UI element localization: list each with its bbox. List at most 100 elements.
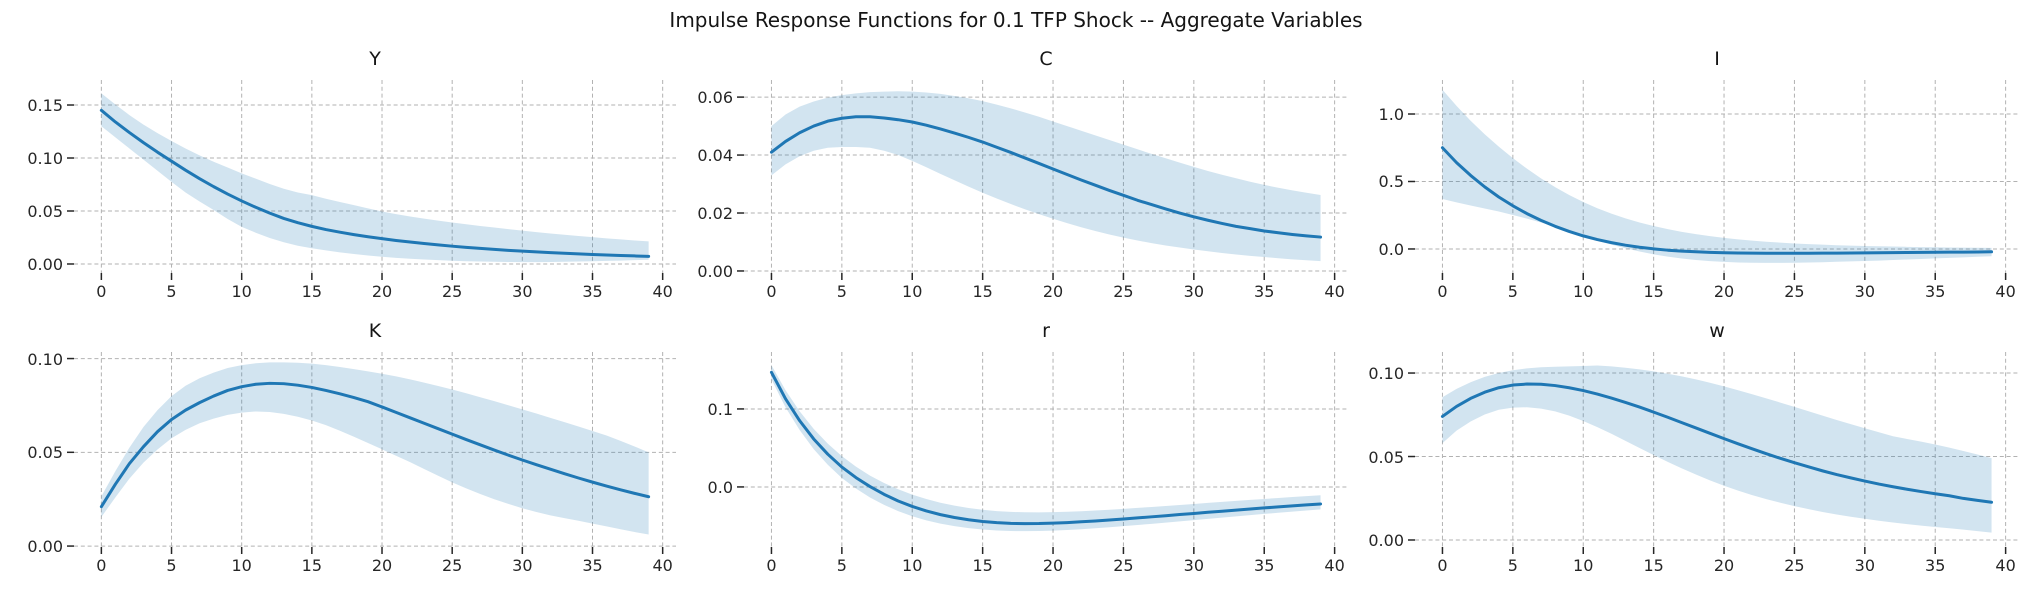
- x-tick-label: 0: [1437, 556, 1448, 575]
- x-tick-label: 20: [371, 556, 393, 575]
- irf-line: [99, 108, 651, 258]
- confidence-band: [1442, 89, 1992, 263]
- x-tick-label: 35: [582, 556, 603, 575]
- plot-area: [67, 352, 676, 554]
- subplot-title: C: [1039, 48, 1053, 70]
- x-tick-label: 30: [1183, 282, 1204, 301]
- x-tick-label: 0: [1437, 282, 1448, 301]
- y-tick-label: 0.0: [1378, 239, 1404, 259]
- x-tick-label: 15: [1643, 556, 1664, 575]
- y-tick-label: 0.05: [1368, 447, 1404, 467]
- x-tick-label: 0: [766, 556, 777, 575]
- confidence-band: [101, 93, 649, 263]
- x-tick-label: 25: [1784, 556, 1805, 575]
- grid: [744, 80, 1348, 273]
- grid: [74, 80, 676, 273]
- x-tick-label: 25: [1113, 556, 1134, 575]
- y-tick-label: 0.1: [707, 399, 733, 419]
- y-tick-label: 0.02: [697, 204, 733, 223]
- x-tick-label: 25: [1784, 282, 1805, 301]
- y-tick-label: 0.00: [697, 261, 733, 281]
- x-tick-label: 20: [1713, 282, 1735, 301]
- subplot-title: K: [368, 320, 382, 342]
- x-tick-label: 40: [652, 282, 673, 301]
- x-tick-label: 15: [1643, 282, 1664, 301]
- x-tick-label: 15: [301, 556, 323, 575]
- x-tick-label: 40: [1995, 282, 2016, 301]
- confidence-band: [101, 362, 649, 535]
- y-tick-label: 0.00: [27, 537, 63, 557]
- x-tick-label: 40: [1324, 282, 1345, 301]
- x-tick-label: 10: [231, 282, 252, 301]
- subplot-title: w: [1709, 320, 1725, 342]
- x-tick-label: 5: [166, 282, 177, 301]
- axis-ticks: [737, 96, 1336, 280]
- x-tick-label: 25: [1113, 282, 1134, 301]
- x-tick-label: 25: [441, 282, 463, 301]
- x-tick-label: 35: [1925, 556, 1946, 575]
- x-tick-label: 40: [1995, 556, 2016, 575]
- x-tick-label: 15: [972, 282, 993, 301]
- grid: [744, 352, 1348, 547]
- x-tick-label: 5: [166, 556, 177, 575]
- x-tick-label: 0: [96, 282, 107, 301]
- plot-area: [67, 80, 676, 280]
- y-tick-label: 0.05: [27, 443, 63, 463]
- y-tick-label: 0.06: [697, 88, 733, 108]
- x-tick-label: 35: [582, 282, 603, 301]
- y-tick-label: 0.05: [27, 201, 63, 221]
- x-tick-label: 5: [1507, 282, 1518, 301]
- x-tick-label: 30: [1854, 556, 1875, 575]
- x-tick-label: 25: [441, 556, 463, 575]
- y-tick-label: 0.00: [1368, 530, 1404, 550]
- y-tick-label: 1.0: [1378, 105, 1404, 124]
- plot-area: [1408, 80, 2019, 280]
- irf-line: [1440, 382, 1994, 504]
- y-tick-label: 0.04: [697, 146, 733, 166]
- subplot-title: Y: [369, 48, 381, 70]
- x-tick-label: 5: [1507, 556, 1518, 575]
- y-tick-label: 0.10: [27, 349, 63, 369]
- confidence-band: [771, 91, 1321, 262]
- x-tick-label: 5: [836, 282, 847, 301]
- plot-area: [1408, 352, 2019, 554]
- subplot-title: I: [1714, 48, 1720, 70]
- y-tick-label: 0.15: [27, 96, 63, 115]
- x-tick-label: 20: [1713, 556, 1735, 575]
- x-tick-label: 10: [902, 556, 923, 575]
- grid: [1415, 80, 2019, 273]
- plot-area: [737, 352, 1348, 554]
- confidence-band: [1442, 365, 1992, 533]
- x-tick-label: 40: [1324, 556, 1345, 575]
- irf-line: [99, 381, 651, 509]
- x-tick-label: 30: [1183, 556, 1204, 575]
- irf-line: [1440, 146, 1994, 255]
- axis-ticks: [737, 408, 1336, 554]
- x-tick-label: 35: [1925, 282, 1946, 301]
- x-tick-label: 35: [1254, 282, 1275, 301]
- y-tick-label: 0.10: [27, 149, 63, 168]
- x-tick-label: 10: [1573, 282, 1594, 301]
- axis-ticks: [1408, 113, 2007, 280]
- irf-line: [769, 115, 1323, 239]
- x-tick-label: 0: [766, 282, 777, 301]
- grid: [74, 352, 676, 547]
- x-tick-label: 10: [231, 556, 252, 575]
- irf-line: [769, 370, 1323, 526]
- x-tick-label: 15: [301, 282, 323, 301]
- x-tick-label: 30: [512, 556, 533, 575]
- figure-title: Impulse Response Functions for 0.1 TFP S…: [669, 8, 1363, 32]
- x-tick-label: 40: [652, 556, 673, 575]
- x-tick-label: 20: [1042, 282, 1064, 301]
- axis-ticks: [1408, 372, 2007, 554]
- x-tick-label: 20: [1042, 556, 1064, 575]
- x-tick-label: 5: [836, 556, 847, 575]
- confidence-band: [771, 365, 1321, 532]
- y-tick-label: 0.0: [707, 477, 733, 497]
- x-tick-label: 30: [512, 282, 533, 301]
- grid: [1415, 352, 2019, 547]
- y-tick-label: 0.10: [1368, 364, 1404, 384]
- x-tick-label: 10: [902, 282, 923, 301]
- x-tick-label: 10: [1573, 556, 1594, 575]
